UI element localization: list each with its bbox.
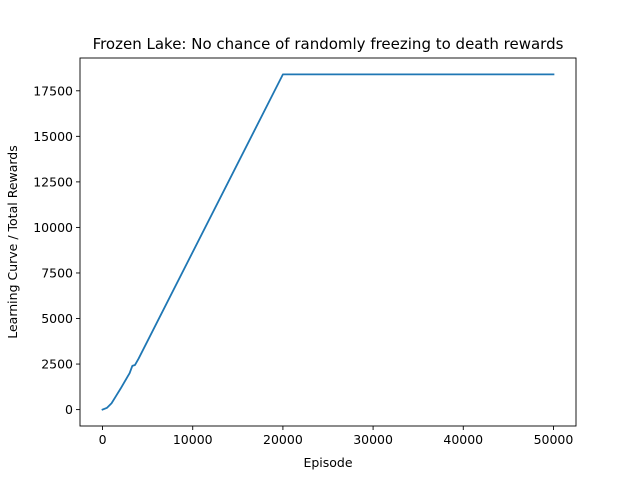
y-tick-label: 2500	[41, 357, 73, 372]
x-axis-label: Episode	[303, 455, 352, 470]
x-axis-ticks: 0 10000 20000 30000 40000 50000	[99, 426, 574, 447]
axes-frame	[79, 57, 577, 427]
y-axis-ticks: 0 2500 5000 7500 10000 12500 15000 17500	[33, 83, 80, 417]
y-tick-label: 15000	[33, 129, 73, 144]
y-tick-label: 5000	[41, 311, 73, 326]
series-line	[101, 73, 555, 411]
x-tick-label: 10000	[173, 432, 213, 447]
x-tick-label: 50000	[534, 432, 574, 447]
chart-title: Frozen Lake: No chance of randomly freez…	[93, 35, 564, 53]
y-tick-label: 7500	[41, 265, 73, 280]
y-tick-label: 0	[65, 402, 73, 417]
y-axis-label: Learning Curve / Total Rewards	[5, 145, 20, 339]
y-tick-label: 17500	[33, 83, 73, 98]
x-tick-label: 30000	[353, 432, 393, 447]
x-tick-label: 20000	[263, 432, 303, 447]
plot-area	[101, 73, 555, 411]
y-tick-label: 12500	[33, 174, 73, 189]
x-tick-label: 40000	[443, 432, 483, 447]
y-tick-label: 10000	[33, 220, 73, 235]
x-tick-label: 0	[99, 432, 107, 447]
